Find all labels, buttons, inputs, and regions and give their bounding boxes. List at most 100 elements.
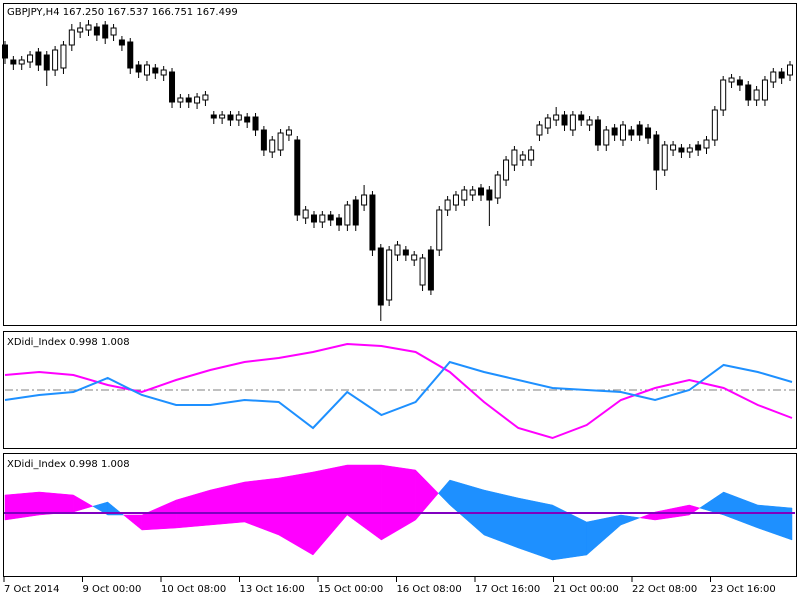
plots xyxy=(2,20,795,561)
candle-body xyxy=(210,114,217,119)
candle-body xyxy=(344,204,351,226)
time-label: 10 Oct 08:00 xyxy=(161,584,226,595)
candle-body xyxy=(169,71,176,103)
cloud-segment xyxy=(4,491,40,521)
candle-body xyxy=(252,116,259,131)
candle-body xyxy=(152,67,159,74)
candle-body xyxy=(327,214,334,221)
candle-body xyxy=(219,114,226,119)
candle-body xyxy=(469,189,476,196)
candle-body xyxy=(269,139,276,153)
time-label: 23 Oct 16:00 xyxy=(711,584,776,595)
candle-body xyxy=(494,174,501,199)
candle-body xyxy=(561,114,568,126)
price-panel xyxy=(3,3,797,326)
indicator-title: XDidi_Index 0.998 1.008 xyxy=(7,337,130,348)
time-label: 9 Oct 00:00 xyxy=(83,584,142,595)
candle-body xyxy=(394,244,401,256)
candle-body xyxy=(503,159,510,181)
candle-body xyxy=(227,114,234,121)
candle-body xyxy=(319,214,326,223)
candle-body xyxy=(27,54,34,63)
candle-body xyxy=(369,194,376,251)
candle-body xyxy=(569,114,576,131)
candle-body xyxy=(10,59,17,65)
candle-body xyxy=(160,69,167,76)
candle-body xyxy=(452,194,459,206)
price-title: GBPJPY,H4 167.250 167.537 166.751 167.49… xyxy=(7,7,238,18)
candle-body xyxy=(118,39,125,46)
candle-body xyxy=(386,249,393,301)
candle-body xyxy=(177,97,184,103)
candle-body xyxy=(294,139,301,216)
time-label: 22 Oct 08:00 xyxy=(632,584,697,595)
candle-body xyxy=(361,194,368,206)
candle-body xyxy=(43,54,50,71)
candle-body xyxy=(202,94,209,101)
candle-body xyxy=(336,217,343,226)
time-label: 16 Oct 08:00 xyxy=(397,584,462,595)
candle-body xyxy=(653,134,660,171)
candle-body xyxy=(185,97,192,103)
candle-body xyxy=(35,51,42,66)
candle-body xyxy=(411,254,418,261)
candle-body xyxy=(787,64,793,76)
candle-body xyxy=(68,29,75,46)
candle-body xyxy=(77,27,84,33)
candle-body xyxy=(93,26,100,36)
candle-body xyxy=(18,59,25,65)
candle-body xyxy=(536,124,543,136)
candle-body xyxy=(761,79,768,101)
candle-body xyxy=(711,109,718,141)
indicator-line xyxy=(4,342,793,440)
candle-body xyxy=(661,144,668,171)
candle-body xyxy=(302,209,309,219)
candle-body xyxy=(578,114,585,121)
candle-body xyxy=(770,71,777,83)
candle-body xyxy=(678,147,685,153)
candle-body xyxy=(444,199,451,211)
candle-body xyxy=(544,117,551,129)
candle-body xyxy=(745,84,752,101)
candle-body xyxy=(110,27,117,36)
candle-body xyxy=(728,77,735,83)
candle-body xyxy=(611,127,618,136)
candle-body xyxy=(603,129,610,146)
time-label: 21 Oct 00:00 xyxy=(554,584,619,595)
candle-body xyxy=(377,247,384,306)
candle-body xyxy=(352,199,359,226)
candle-body xyxy=(636,124,643,136)
candle-body xyxy=(260,129,267,151)
candle-body xyxy=(436,209,443,251)
candle-body xyxy=(235,114,242,121)
candle-body xyxy=(244,116,251,123)
candle-body xyxy=(628,129,635,136)
time-label: 13 Oct 16:00 xyxy=(240,584,305,595)
cloud-segment xyxy=(107,501,125,516)
candle-body xyxy=(402,249,409,256)
candle-body xyxy=(645,127,652,139)
indicator-line xyxy=(4,360,793,430)
candle-body xyxy=(519,154,526,161)
candle-body xyxy=(143,64,150,76)
candle-body xyxy=(753,89,760,101)
time-label: 15 Oct 00:00 xyxy=(318,584,383,595)
candle-body xyxy=(285,129,292,136)
candle-body xyxy=(686,147,693,153)
candle-body xyxy=(135,64,142,73)
candle-body xyxy=(102,24,109,39)
candle-body xyxy=(553,114,560,121)
candle-body xyxy=(586,119,593,126)
candle-body xyxy=(2,44,8,59)
candle-body xyxy=(703,139,710,149)
cloud-segment xyxy=(38,491,74,516)
candle-body xyxy=(85,24,92,31)
time-label: 7 Oct 2014 xyxy=(4,584,59,595)
candle-body xyxy=(528,149,535,161)
candle-body xyxy=(486,189,493,201)
candle-body xyxy=(277,132,284,151)
candle-body xyxy=(736,79,743,86)
time-label: 17 Oct 16:00 xyxy=(475,584,540,595)
